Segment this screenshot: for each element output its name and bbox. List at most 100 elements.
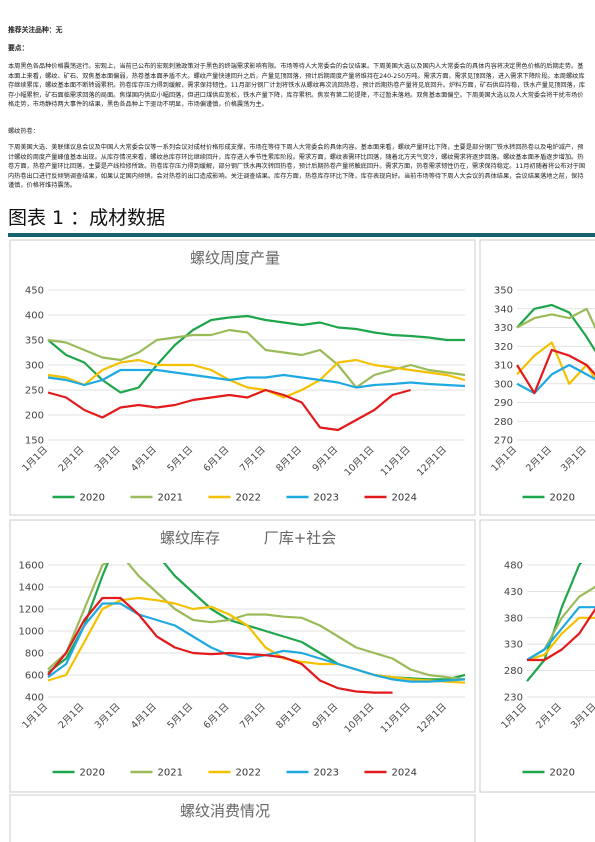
x-tick-label: 2月1日 xyxy=(534,701,564,731)
x-tick-label: 3月1日 xyxy=(569,701,595,731)
y-tick-label: 350 xyxy=(494,286,513,297)
y-tick-label: 300 xyxy=(25,361,44,372)
y-tick-label: 200 xyxy=(25,411,44,422)
recommend: 推荐关注品种：无 xyxy=(8,26,63,34)
series-line xyxy=(526,606,595,661)
series-line xyxy=(47,328,466,389)
chart-title: 螺纹库存 xyxy=(160,529,220,547)
legend-label: 2023 xyxy=(314,493,339,504)
y-tick-label: 430 xyxy=(504,587,523,598)
x-tick-label: 5月1日 xyxy=(165,701,195,731)
x-tick-label: 4月1日 xyxy=(129,701,159,731)
panel xyxy=(9,519,476,793)
y-tick-label: 280 xyxy=(494,417,513,428)
x-tick-label: 10月1日 xyxy=(342,701,376,735)
x-tick-label: 3月1日 xyxy=(93,444,123,474)
legend-label: 2024 xyxy=(392,768,417,779)
chart-subtitle: 厂库+社会 xyxy=(264,529,337,547)
y-tick-label: 330 xyxy=(494,323,513,334)
x-tick-label: 3月1日 xyxy=(93,701,123,731)
y-tick-label: 340 xyxy=(494,304,513,315)
x-tick-label: 7月1日 xyxy=(238,701,268,731)
x-tick-label: 3月1日 xyxy=(559,444,589,474)
series-line xyxy=(47,596,393,694)
y-tick-label: 320 xyxy=(494,342,513,353)
series-line xyxy=(516,307,595,330)
legend-label: 2020 xyxy=(80,493,105,504)
y-tick-label: 400 xyxy=(25,311,44,322)
next-chart-title: 螺纹消费情况 xyxy=(180,802,270,820)
series-line xyxy=(47,314,465,394)
x-tick-label: 8月1日 xyxy=(274,444,304,474)
x-tick-label: 9月1日 xyxy=(310,701,340,731)
y-tick-label: 1200 xyxy=(19,605,44,616)
series-line xyxy=(526,616,595,662)
x-tick-label: 6月1日 xyxy=(202,444,232,474)
x-tick-label: 9月1日 xyxy=(310,444,340,474)
series-line xyxy=(47,563,466,681)
points-label: 要点： xyxy=(8,44,29,52)
x-tick-label: 6月1日 xyxy=(202,701,232,731)
series-line xyxy=(516,303,595,353)
y-tick-label: 250 xyxy=(25,386,44,397)
x-tick-label: 12月1日 xyxy=(415,701,449,735)
y-tick-label: 280 xyxy=(504,666,523,677)
y-tick-label: 600 xyxy=(25,671,44,682)
paragraph: 本周黑色各品种价格震荡运行。宏观上，当前已公布的宏观刺激政策对于黑色的终端需求影… xyxy=(8,63,586,109)
legend-label: 2020 xyxy=(80,768,105,779)
y-tick-label: 270 xyxy=(494,436,513,447)
legend-label: 2021 xyxy=(158,493,183,504)
legend-label: 2021 xyxy=(158,768,183,779)
x-tick-label: 2月1日 xyxy=(524,444,554,474)
x-tick-label: 4月1日 xyxy=(129,444,159,474)
x-tick-label: 11月1日 xyxy=(379,701,413,735)
y-tick-label: 800 xyxy=(25,649,44,660)
panel xyxy=(9,794,476,842)
x-tick-label: 7月1日 xyxy=(238,444,268,474)
title-bar xyxy=(8,233,595,237)
x-tick-label: 12月1日 xyxy=(415,444,449,478)
y-tick-label: 380 xyxy=(504,613,523,624)
series-line xyxy=(47,602,466,683)
legend-label: 2020 xyxy=(550,768,575,779)
legend-label: 2023 xyxy=(314,768,339,779)
series-line xyxy=(516,363,595,395)
chart-title: 螺纹周度产量 xyxy=(190,249,280,267)
series-line xyxy=(526,563,583,682)
y-tick-label: 480 xyxy=(504,561,523,572)
legend-label: 2022 xyxy=(236,493,261,504)
series-line xyxy=(47,358,466,399)
y-tick-label: 1600 xyxy=(19,561,44,572)
x-tick-label: 2月1日 xyxy=(57,701,87,731)
x-tick-label: 1月1日 xyxy=(20,444,50,474)
x-tick-label: 2月1日 xyxy=(57,444,87,474)
y-tick-label: 350 xyxy=(25,336,44,347)
x-tick-label: 1月1日 xyxy=(20,701,50,731)
panel xyxy=(479,519,595,793)
paragraph: 下周美国大选、美联储议息会议及中国人大常委会议等一系列会议对成材价格形成支撑，市… xyxy=(8,144,586,190)
x-tick-label: 1月1日 xyxy=(499,701,529,731)
y-tick-label: 330 xyxy=(504,640,523,651)
y-tick-label: 1000 xyxy=(19,627,44,638)
y-tick-label: 150 xyxy=(25,436,44,447)
x-tick-label: 1月1日 xyxy=(489,444,519,474)
legend-label: 2022 xyxy=(236,768,261,779)
section-label: 螺纹热卷： xyxy=(8,128,39,135)
legend-label: 2024 xyxy=(392,493,417,504)
y-tick-label: 300 xyxy=(494,379,513,390)
x-tick-label: 5月1日 xyxy=(165,444,195,474)
panel xyxy=(9,239,476,516)
series-line xyxy=(47,368,466,389)
y-tick-label: 230 xyxy=(504,693,523,704)
x-tick-label: 11月1日 xyxy=(379,444,413,478)
y-tick-label: 310 xyxy=(494,361,513,372)
x-tick-label: 8月1日 xyxy=(274,701,304,731)
y-tick-label: 290 xyxy=(494,398,513,409)
figure-title: 图表 1 ：成材数据 xyxy=(8,207,166,229)
x-tick-label: 10月1日 xyxy=(342,444,376,478)
y-tick-label: 1400 xyxy=(19,583,44,594)
series-line xyxy=(516,348,595,395)
legend-label: 2020 xyxy=(550,493,575,504)
